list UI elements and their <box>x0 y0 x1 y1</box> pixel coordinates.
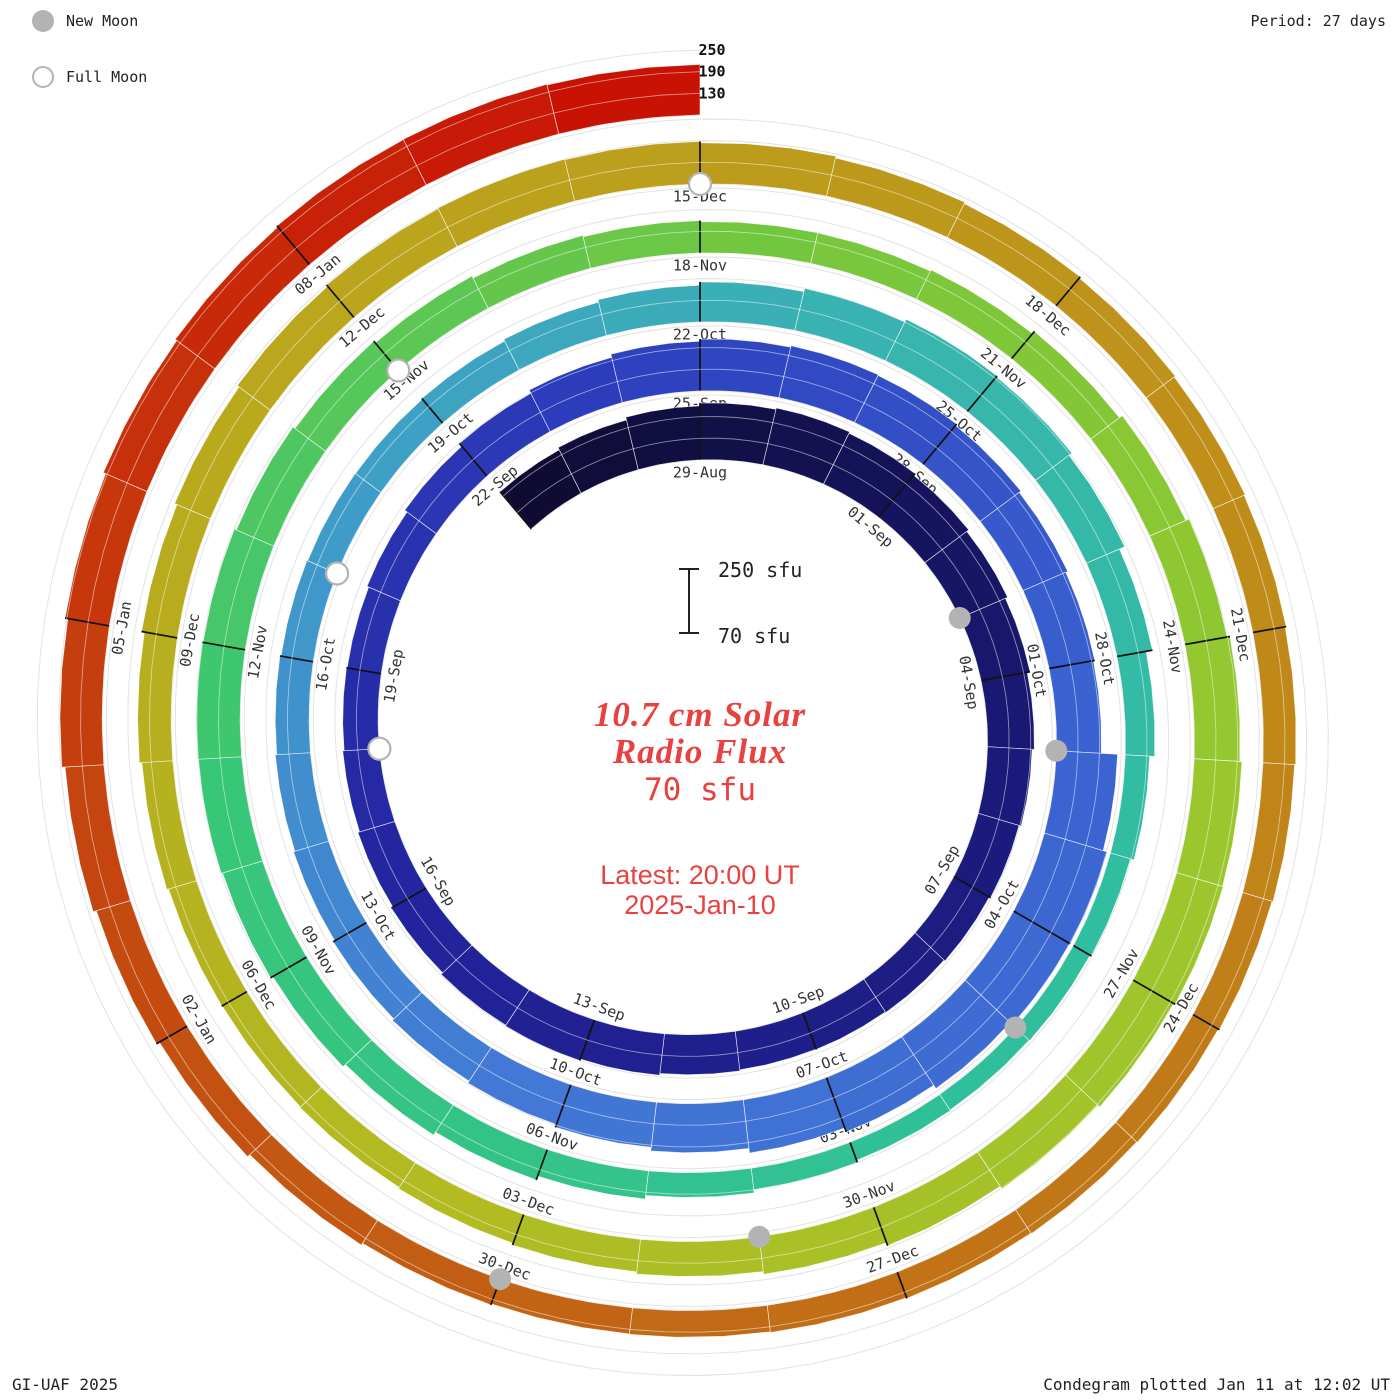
three-day-tick <box>922 423 958 465</box>
full-moon-icon <box>32 66 54 88</box>
full-moon-marker <box>386 358 411 383</box>
flux-bar <box>810 232 931 300</box>
three-day-tick <box>421 397 444 424</box>
flux-bar <box>659 1030 741 1076</box>
three-day-tick <box>802 1012 818 1050</box>
flux-scale-indicator <box>674 566 704 640</box>
flux-bar <box>95 900 188 1045</box>
three-day-tick <box>155 1025 188 1045</box>
new-moon-marker <box>1045 739 1068 762</box>
chart-title-line2: Radio Flux <box>612 732 788 772</box>
flux-bar <box>636 1236 764 1277</box>
scale-ibeam-icon <box>679 568 699 634</box>
three-day-tick <box>1252 625 1287 634</box>
gridline-spiral-overlay <box>36 49 1329 1376</box>
three-day-tick <box>1055 276 1081 307</box>
credit-label: GI-UAF 2025 <box>12 1375 118 1394</box>
flux-bar <box>610 340 701 404</box>
three-day-tick <box>535 1149 549 1181</box>
three-day-tick <box>849 1141 859 1163</box>
date-label: 29-Aug <box>673 464 727 482</box>
new-moon-marker <box>489 1268 512 1291</box>
full-moon-marker <box>687 171 713 197</box>
flux-bar <box>579 1019 665 1076</box>
three-day-tick <box>1132 979 1176 1006</box>
three-day-tick <box>221 990 248 1007</box>
three-day-tick <box>1010 330 1036 360</box>
three-day-tick <box>1184 635 1231 646</box>
flux-bar <box>625 405 701 471</box>
new-moon-marker <box>748 1225 771 1248</box>
three-day-tick <box>825 1077 848 1133</box>
three-day-tick <box>64 617 110 627</box>
latest-timestamp: Latest: 20:00 UT 2025-Jan-10 <box>0 860 1400 920</box>
radial-flux-tick: 250 <box>698 41 725 59</box>
flux-bar <box>490 1278 633 1335</box>
three-day-tick <box>511 1214 525 1246</box>
chart-title-block: 10.7 cm Solar Radio Flux 70 sfu <box>0 696 1400 808</box>
full-moon-marker <box>325 561 350 586</box>
scale-max-label: 250 sfu <box>718 558 803 582</box>
chart-title-line1: 10.7 cm Solar <box>593 695 807 734</box>
date-label: 18-Nov <box>673 257 727 275</box>
flux-bar <box>472 234 592 309</box>
scale-min-label: 70 sfu <box>718 624 791 648</box>
flux-bar <box>699 402 777 466</box>
flux-bar <box>435 1104 548 1181</box>
three-day-tick <box>270 956 308 979</box>
date-label: 15-Dec <box>673 188 727 206</box>
three-day-tick <box>896 1271 908 1299</box>
three-day-tick <box>279 655 314 663</box>
latest-line1: Latest: 20:00 UT <box>600 860 800 890</box>
flux-bar <box>374 275 489 371</box>
period-label: Period: 27 days <box>1250 12 1386 30</box>
flux-bar <box>512 1213 641 1273</box>
radial-flux-tick: 190 <box>698 63 725 81</box>
new-moon-label: New Moon <box>66 12 139 30</box>
three-day-tick <box>877 473 916 518</box>
three-day-tick <box>1013 910 1071 945</box>
current-flux-value: 70 sfu <box>644 772 756 809</box>
radial-flux-tick: 130 <box>698 84 725 102</box>
plotted-label: Condegram plotted Jan 11 at 12:02 UT <box>1043 1375 1390 1394</box>
three-day-tick <box>1072 944 1092 957</box>
full-moon-label: Full Moon <box>66 68 148 86</box>
three-day-tick <box>1116 649 1153 658</box>
radial-tick-labels: 250 190 130 <box>698 41 725 102</box>
three-day-tick <box>332 921 368 943</box>
flux-bar <box>699 281 805 331</box>
flux-bar <box>503 301 607 371</box>
gridline-spiral-overlay <box>80 92 1286 1333</box>
full-moon-marker <box>367 736 392 761</box>
three-day-tick <box>980 670 1031 682</box>
legend-full-moon: Full Moon <box>32 66 147 88</box>
moon-markers <box>325 171 1068 1291</box>
flux-bars <box>59 64 1297 1338</box>
flux-bar <box>826 157 966 238</box>
three-day-tick <box>390 887 427 909</box>
three-day-tick <box>346 666 382 675</box>
latest-line2: 2025-Jan-10 <box>624 890 776 921</box>
flux-bar <box>794 287 906 362</box>
new-moon-marker <box>948 607 971 629</box>
three-day-tick <box>966 375 998 413</box>
three-day-tick <box>1192 1013 1220 1031</box>
chart-title: 10.7 cm Solar Radio Flux <box>0 696 1400 770</box>
three-day-tick <box>499 491 533 530</box>
three-day-tick <box>141 630 178 639</box>
flux-bar <box>307 472 382 574</box>
flux-bar <box>1212 494 1287 633</box>
three-day-tick <box>554 1084 572 1128</box>
three-day-tick <box>276 225 311 266</box>
flux-bar <box>235 426 327 547</box>
new-moon-icon <box>32 10 54 32</box>
gridline-spiral-overlay <box>58 71 1308 1355</box>
legend-new-moon: New Moon <box>32 10 138 32</box>
three-day-tick <box>1048 659 1095 670</box>
three-day-tick <box>872 1206 889 1246</box>
new-moon-marker <box>1004 1016 1027 1039</box>
